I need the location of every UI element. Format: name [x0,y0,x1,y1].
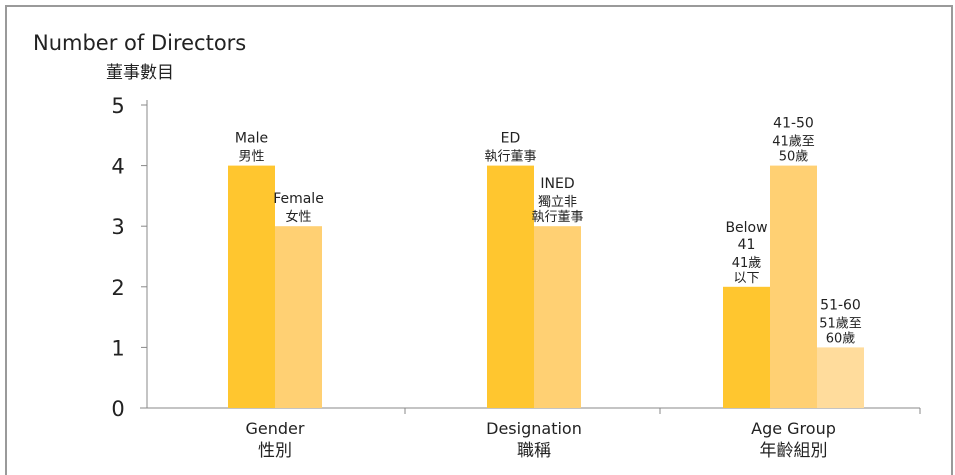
category-label-zh: 職稱 [517,441,551,461]
bar [228,165,275,408]
category-label-zh: 年齡組別 [760,441,828,461]
bar-label-zh: 41歲以下 [732,256,762,286]
chart-subtitle: 董事數目 [106,63,174,83]
bar [723,286,770,408]
bar-label: INED [540,176,574,192]
bar [770,165,817,408]
category-label: Age Group [751,419,836,438]
bar [487,165,534,408]
y-axis-ticks: 0 1 2 3 4 5 [111,94,921,421]
bar-label: 51-60 [820,297,861,313]
y-tick-label: 5 [111,94,124,118]
bar-label-zh: 執行董事 [484,149,536,165]
bar-label-zh: 男性 [238,150,264,165]
chart-frame [5,5,953,475]
bar-label: ED [501,131,521,147]
category-label: Gender [246,419,305,438]
bar-label: Male [235,131,268,147]
bar-group-0: Male 男性 Female 女性 Gender 性別 [228,131,324,461]
bar-label: Female [273,191,324,207]
y-tick-label: 0 [111,397,124,421]
chart-title: Number of Directors [33,31,246,55]
bar [817,347,864,408]
y-tick-label: 3 [111,215,124,239]
bar-label-zh: 女性 [285,209,311,225]
y-tick-label: 1 [111,336,124,360]
category-label: Designation [486,419,582,438]
bar [275,226,322,408]
bar-label-zh: 41歲至 50歲 [772,135,815,165]
y-tick-label: 4 [111,155,124,179]
y-tick-label: 2 [111,276,124,300]
bar-label-zh: 51歲至 60歲 [819,316,862,346]
bar [534,226,581,408]
bar-label-zh: 獨立非執行董事 [531,195,583,225]
bar-label: Below 41 [725,220,767,253]
category-label-zh: 性別 [258,441,292,461]
bar-label: 41-50 [773,116,814,132]
